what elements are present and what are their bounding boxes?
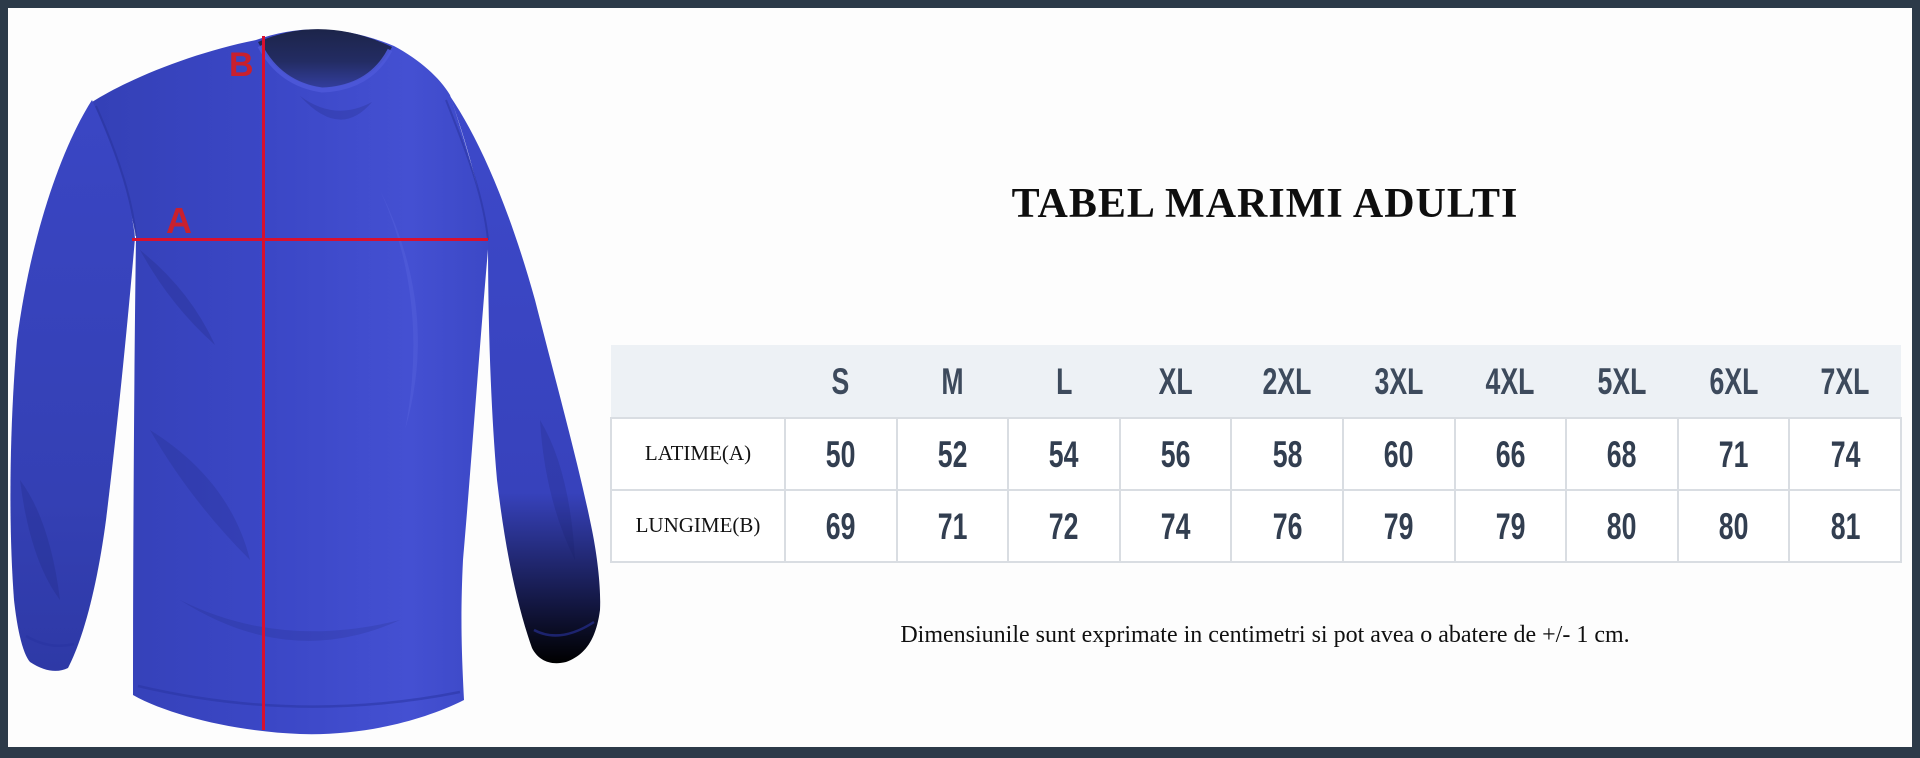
size-value-cell: 56 [1118,417,1233,491]
size-value-cell: 79 [1453,489,1568,563]
header-size-6xl: 6XL [1677,345,1790,418]
header-size-m: M [896,345,1009,418]
size-value: 80 [1718,505,1749,547]
header-size-4xl: 4XL [1454,345,1567,418]
size-chart-header: S M L XL 2XL 3XL 4XL 5XL 6XL 7XL [611,345,1901,418]
size-value: 54 [1049,433,1079,475]
shirt-left-armhole-seam [95,105,137,237]
size-value: 69 [825,505,856,547]
shirt-fold-shadow [140,250,215,345]
size-value: 74 [1160,505,1191,547]
size-chart-body: LATIME(A) 50 52 54 56 58 60 66 68 71 74 LUNGIME(B) 6… [610,417,1902,563]
size-value: 76 [1272,505,1302,547]
table-row: LATIME(A) 50 52 54 56 58 60 66 68 71 74 [610,417,1902,491]
size-value: 58 [1272,433,1302,475]
size-value-cell: 74 [1118,489,1233,563]
size-value: 80 [1607,505,1637,547]
header-size-2xl: 2XL [1231,345,1343,418]
row-label: LUNGIME(B) [635,513,761,537]
size-value: 72 [1049,505,1079,547]
size-value-cell: 68 [1565,417,1679,491]
header-size-label: 3XL [1374,360,1424,402]
shirt-collar-opening [258,29,392,88]
header-size-label: M [941,360,964,402]
shirt-fold-shadow [150,430,250,560]
row-label-cell: LATIME(A) [610,417,786,491]
size-value-cell: 69 [784,489,898,563]
size-value-cell: 50 [784,417,898,491]
shirt-fold-shadow [180,600,400,641]
size-chart-header-row: S M L XL 2XL 3XL 4XL 5XL 6XL 7XL [611,345,1901,418]
size-value-cell: 76 [1230,489,1344,563]
header-size-label: 5XL [1597,360,1647,402]
size-value-cell: 81 [1788,489,1902,563]
size-value-cell: 58 [1230,417,1344,491]
table-row: LUNGIME(B) 69 71 72 74 76 79 79 80 80 81 [610,489,1902,563]
row-label-cell: LUNGIME(B) [610,489,786,563]
shirt-left-cuff-seam [25,634,75,647]
header-size-label: S [831,360,850,402]
size-value-cell: 71 [895,489,1010,563]
size-value-cell: 60 [1341,417,1456,491]
header-size-label: XL [1158,360,1193,402]
header-size-label: 4XL [1485,360,1535,402]
shirt-right-sleeve [450,96,601,664]
size-value: 56 [1160,433,1191,475]
size-value-cell: 80 [1565,489,1679,563]
size-value: 52 [937,433,968,475]
shirt-collar-rim [257,44,393,93]
size-value: 71 [937,505,968,547]
size-value-cell: 71 [1676,417,1791,491]
size-value-cell: 54 [1007,417,1121,491]
size-value-cell: 79 [1341,489,1456,563]
size-value-cell: 72 [1007,489,1121,563]
shirt-right-cuff-seam [533,620,595,637]
size-value: 79 [1495,505,1526,547]
size-value: 71 [1718,433,1749,475]
shirt-hem-seam [137,684,461,708]
size-value-cell: 52 [895,417,1010,491]
size-value: 68 [1607,433,1637,475]
shirt-measurement-diagram: A B [10,29,601,735]
header-size-label: 6XL [1709,360,1758,402]
shirt-body [92,29,489,735]
shirt-fold-shadow [540,420,575,560]
header-size-3xl: 3XL [1342,345,1455,418]
size-value: 79 [1383,505,1414,547]
size-value: 50 [825,433,856,475]
header-size-label: 2XL [1262,360,1312,402]
measurement-label-a: A [166,200,192,241]
shirt-left-sleeve [10,100,135,671]
size-chart-table: S M L XL 2XL 3XL 4XL 5XL 6XL 7XL LATIME(A) 50 52 54 5… [610,345,1902,563]
header-size-l: L [1008,345,1120,418]
shirt-fold-shadow [300,96,372,120]
shirt-right-armhole-seam [445,99,489,241]
size-value: 81 [1830,505,1860,547]
header-empty-cell [611,345,785,418]
size-value: 60 [1383,433,1414,475]
size-value-cell: 80 [1676,489,1791,563]
header-size-7xl: 7XL [1789,345,1901,418]
size-chart-title: TABEL MARIMI ADULTI [1011,181,1519,227]
header-size-5xl: 5XL [1566,345,1678,418]
header-size-label: 7XL [1820,360,1870,402]
header-size-s: S [785,345,897,418]
header-size-xl: XL [1119,345,1232,418]
size-chart-footnote: Dimensiunile sunt exprimate in centimetr… [900,622,1630,648]
size-value-cell: 74 [1788,417,1902,491]
measurement-label-b: B [229,46,254,84]
size-value-cell: 66 [1453,417,1568,491]
shirt-fold-shadow [20,480,60,600]
size-value: 66 [1495,433,1526,475]
size-value: 74 [1830,433,1860,475]
row-label: LATIME(A) [644,441,752,465]
header-size-label: L [1055,360,1073,402]
